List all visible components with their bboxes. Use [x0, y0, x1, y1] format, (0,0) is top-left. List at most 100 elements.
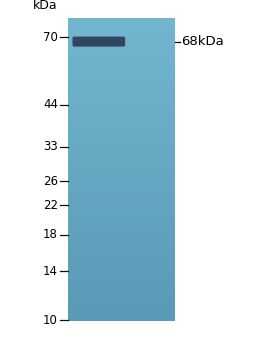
Bar: [68, 284, 175, 286]
Bar: [68, 90, 175, 93]
Bar: [68, 64, 175, 67]
Bar: [68, 294, 175, 296]
Bar: [68, 147, 175, 149]
Bar: [68, 197, 175, 200]
Bar: [68, 145, 175, 147]
Bar: [68, 238, 175, 240]
Bar: [68, 318, 175, 320]
Bar: [68, 109, 175, 111]
Bar: [68, 262, 175, 264]
Bar: [68, 286, 175, 288]
Bar: [68, 151, 175, 153]
Bar: [68, 127, 175, 129]
Bar: [68, 161, 175, 163]
Bar: [68, 314, 175, 316]
FancyBboxPatch shape: [73, 37, 125, 47]
Bar: [68, 189, 175, 192]
Bar: [68, 26, 175, 29]
Text: 10: 10: [43, 313, 58, 327]
Bar: [68, 292, 175, 294]
Bar: [68, 125, 175, 127]
Bar: [68, 274, 175, 276]
Bar: [68, 257, 175, 260]
Text: kDa: kDa: [33, 0, 58, 12]
Bar: [68, 244, 175, 246]
Bar: [68, 171, 175, 174]
Bar: [68, 268, 175, 270]
Bar: [68, 234, 175, 236]
Bar: [68, 209, 175, 212]
Bar: [68, 247, 175, 250]
Bar: [68, 102, 175, 105]
Bar: [68, 22, 175, 25]
Bar: [68, 50, 175, 53]
Bar: [68, 54, 175, 57]
Bar: [68, 191, 175, 194]
Bar: [68, 155, 175, 157]
Bar: [68, 227, 175, 230]
Bar: [68, 98, 175, 101]
Bar: [68, 300, 175, 302]
Bar: [68, 185, 175, 188]
Bar: [68, 177, 175, 180]
Bar: [68, 68, 175, 71]
Bar: [68, 74, 175, 77]
Text: 44: 44: [43, 98, 58, 111]
Bar: [68, 165, 175, 167]
Bar: [68, 249, 175, 252]
Bar: [68, 159, 175, 161]
Bar: [68, 66, 175, 69]
Bar: [68, 316, 175, 318]
Bar: [68, 143, 175, 145]
Bar: [68, 46, 175, 49]
Bar: [68, 215, 175, 218]
Bar: [68, 175, 175, 178]
Bar: [68, 312, 175, 314]
Bar: [68, 58, 175, 61]
Bar: [68, 18, 175, 21]
Bar: [68, 242, 175, 244]
Bar: [68, 306, 175, 308]
Bar: [68, 34, 175, 37]
Bar: [68, 32, 175, 35]
Bar: [68, 104, 175, 107]
Bar: [68, 157, 175, 159]
Bar: [68, 304, 175, 306]
Bar: [68, 70, 175, 73]
Bar: [68, 121, 175, 123]
Bar: [68, 36, 175, 39]
Bar: [68, 83, 175, 85]
Bar: [68, 195, 175, 198]
Bar: [68, 28, 175, 31]
Bar: [68, 85, 175, 87]
Bar: [68, 179, 175, 182]
Bar: [68, 111, 175, 113]
Bar: [68, 229, 175, 232]
Bar: [68, 207, 175, 210]
Bar: [68, 288, 175, 290]
Bar: [68, 42, 175, 45]
Bar: [68, 199, 175, 202]
Bar: [68, 56, 175, 59]
Bar: [68, 211, 175, 214]
Bar: [68, 280, 175, 282]
Bar: [68, 255, 175, 258]
Bar: [68, 106, 175, 109]
Bar: [68, 264, 175, 266]
Bar: [68, 141, 175, 143]
Text: 68kDa: 68kDa: [181, 35, 224, 48]
Bar: [68, 72, 175, 75]
Bar: [68, 203, 175, 206]
Bar: [68, 52, 175, 55]
Text: 70: 70: [43, 31, 58, 44]
Bar: [68, 219, 175, 222]
Bar: [68, 193, 175, 196]
Bar: [68, 173, 175, 176]
Bar: [68, 282, 175, 284]
Bar: [68, 79, 175, 81]
Bar: [68, 217, 175, 220]
Bar: [68, 94, 175, 97]
Bar: [68, 92, 175, 95]
Bar: [68, 308, 175, 310]
Bar: [68, 290, 175, 292]
